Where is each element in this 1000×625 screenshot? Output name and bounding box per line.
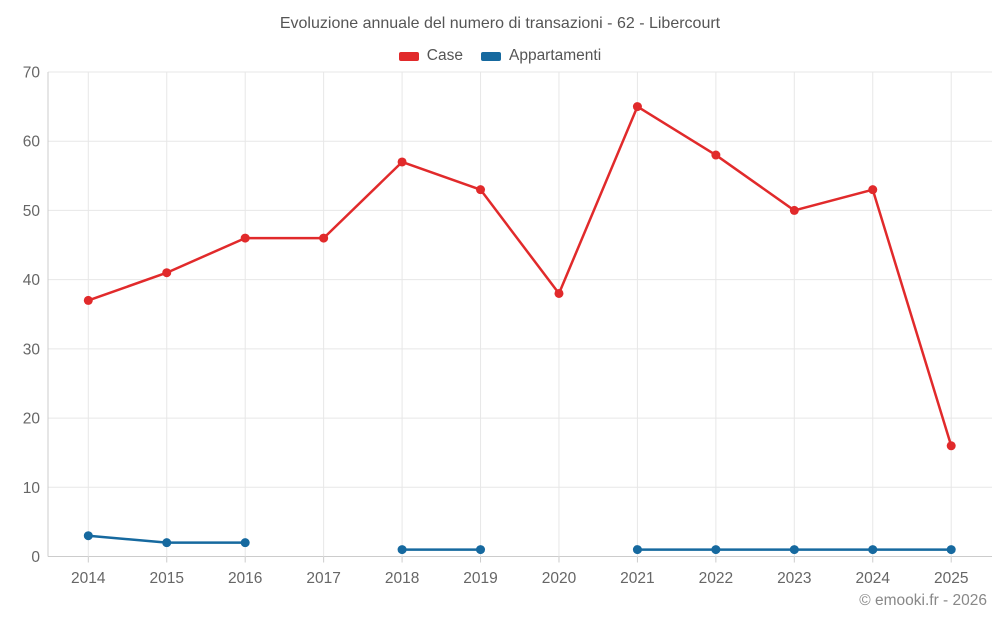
data-point-appartamenti-2016[interactable] <box>240 538 250 548</box>
data-point-appartamenti-2024[interactable] <box>868 545 878 555</box>
legend: Case Appartamenti <box>0 46 1000 66</box>
data-point-case-2021[interactable] <box>632 102 642 112</box>
x-axis-tick-label: 2014 <box>71 570 106 587</box>
x-axis-tick-label: 2015 <box>150 570 184 587</box>
data-point-case-2017[interactable] <box>319 233 329 243</box>
copyright-watermark: © emooki.fr - 2026 <box>859 592 987 609</box>
data-point-appartamenti-2023[interactable] <box>789 545 799 555</box>
data-point-appartamenti-2022[interactable] <box>711 545 721 555</box>
legend-marker-case <box>398 51 419 61</box>
legend-label-appartamenti: Appartamenti <box>508 47 602 64</box>
data-point-case-2018[interactable] <box>397 157 407 167</box>
x-axis-tick-label: 2021 <box>620 570 654 587</box>
data-point-case-2015[interactable] <box>162 268 172 278</box>
x-axis-tick-label: 2024 <box>856 570 891 587</box>
x-axis-tick-label: 2018 <box>385 570 419 587</box>
chart-title: Evoluzione annuale del numero di transaz… <box>279 15 721 32</box>
y-axis-tick-label: 0 <box>31 549 40 566</box>
data-point-appartamenti-2025[interactable] <box>946 545 956 555</box>
data-point-appartamenti-2021[interactable] <box>632 545 642 555</box>
data-point-case-2014[interactable] <box>83 295 93 305</box>
data-point-appartamenti-2018[interactable] <box>397 545 407 555</box>
x-axis-tick-label: 2016 <box>228 570 262 587</box>
data-point-appartamenti-2015[interactable] <box>162 538 172 548</box>
y-axis-tick-label: 20 <box>23 411 41 428</box>
data-point-case-2023[interactable] <box>789 205 799 215</box>
data-point-case-2016[interactable] <box>240 233 250 243</box>
x-axis-tick-label: 2017 <box>306 570 340 587</box>
data-point-case-2024[interactable] <box>868 185 878 195</box>
x-axis-tick-label: 2019 <box>463 570 497 587</box>
x-axis-tick-label: 2022 <box>699 570 733 587</box>
x-axis-tick-label: 2023 <box>777 570 811 587</box>
data-point-case-2022[interactable] <box>711 150 721 160</box>
data-point-case-2025[interactable] <box>946 441 956 451</box>
legend-label-case: Case <box>426 47 463 64</box>
data-point-case-2019[interactable] <box>476 185 486 195</box>
y-axis-tick-label: 70 <box>23 65 41 82</box>
data-point-appartamenti-2019[interactable] <box>476 545 486 555</box>
y-axis-tick-label: 40 <box>23 272 41 289</box>
y-axis-tick-label: 10 <box>23 480 41 497</box>
x-axis-tick-label: 2020 <box>542 570 577 587</box>
data-point-case-2020[interactable] <box>554 288 564 298</box>
legend-item-case[interactable]: Case <box>398 47 463 65</box>
legend-marker-appartamenti <box>480 51 501 61</box>
x-axis-tick-label: 2025 <box>934 570 968 587</box>
y-axis-tick-label: 60 <box>23 134 41 151</box>
y-axis-tick-label: 50 <box>23 203 41 220</box>
legend-item-appartamenti[interactable]: Appartamenti <box>480 47 602 65</box>
series-line-case <box>87 105 953 448</box>
y-axis-tick-label: 30 <box>23 341 41 358</box>
data-point-appartamenti-2014[interactable] <box>83 531 93 541</box>
